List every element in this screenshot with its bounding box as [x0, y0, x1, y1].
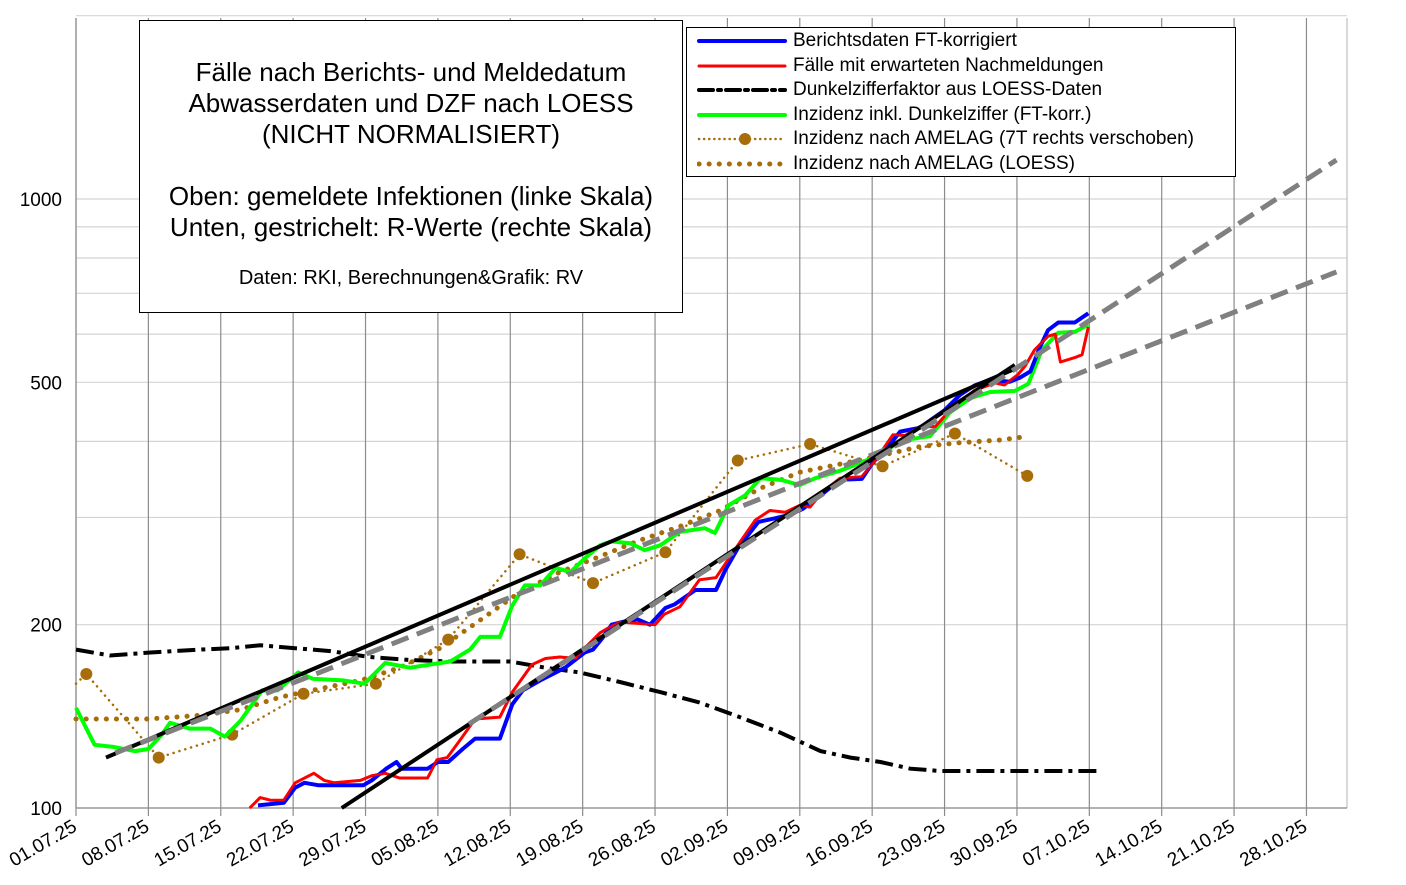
x-tick-label: 12.08.25 [440, 816, 515, 871]
subtitle-line-2: Unten, gestrichelt: R-Werte (rechte Skal… [169, 212, 653, 242]
x-tick-label: 16.09.25 [802, 816, 877, 871]
y-tick-label: 500 [30, 373, 62, 394]
amelag-7t-marker [731, 454, 744, 467]
legend-label: Fälle mit erwarteten Nachmeldungen [793, 54, 1104, 76]
amelag-7t-marker [80, 667, 93, 680]
amelag-7t-marker [804, 438, 817, 451]
x-tick-label: 19.08.25 [513, 816, 588, 871]
amelag-7t-marker [442, 633, 455, 646]
x-tick-label: 26.08.25 [585, 816, 660, 871]
source-note: Daten: RKI, Berechnungen&Grafik: RV [238, 267, 584, 289]
subtitle-line-1: Oben: gemeldete Infektionen (linke Skala… [168, 181, 654, 211]
legend-swatch-icon [697, 133, 787, 146]
trend-extension-1 [114, 269, 1338, 756]
amelag-7t-marker [948, 427, 961, 440]
x-tick-label: 21.10.25 [1164, 816, 1239, 871]
trend-line-1 [105, 366, 1018, 760]
y-tick-label: 200 [30, 616, 62, 637]
title-line-1: Fälle nach Berichts- und Meldedatum [195, 57, 627, 87]
amelag-7t-marker [1021, 469, 1034, 482]
chart-title-box: Fälle nach Berichts- und Meldedatum Abwa… [139, 20, 683, 313]
title-line-3: (NICHT NORMALISIERT) [261, 119, 561, 149]
y-tick-label: 1000 [20, 190, 62, 211]
title-line-2: Abwasserdaten und DZF nach LOESS [188, 88, 634, 118]
legend-label: Berichtsdaten FT-korrigiert [793, 30, 1017, 52]
trend-extension-2 [467, 157, 1338, 727]
x-tick-label: 08.07.25 [78, 816, 153, 871]
amelag-7t-marker [876, 460, 889, 473]
amelag-7t-marker [369, 677, 382, 690]
series-berichtsdaten [257, 311, 1090, 808]
legend-item: Inzidenz nach AMELAG (LOESS) [687, 152, 1235, 177]
series-layer [73, 157, 1338, 810]
legend-label: Dunkelzifferfaktor aus LOESS-Daten [793, 79, 1103, 101]
amelag-7t-marker [659, 546, 672, 559]
legend-swatch-icon [697, 64, 787, 68]
x-tick-label: 28.10.25 [1236, 816, 1311, 871]
y-tick-label: 100 [30, 799, 62, 820]
legend-item: Fälle mit erwarteten Nachmeldungen [687, 54, 1235, 79]
x-tick-label: 30.09.25 [947, 816, 1022, 871]
amelag-7t-marker [587, 577, 599, 590]
amelag-7t-marker [297, 687, 310, 700]
x-tick-label: 14.10.25 [1092, 816, 1167, 871]
x-tick-label: 22.07.25 [223, 816, 298, 871]
series-inzidenz-dunkelziffer [74, 322, 1090, 754]
x-tick-label: 05.08.25 [368, 816, 443, 871]
x-tick-label: 09.09.25 [730, 816, 805, 871]
amelag-7t-marker [513, 548, 526, 561]
amelag-7t-marker [152, 751, 165, 764]
series-dunkelzifferfaktor [75, 643, 1098, 773]
legend-item: Inzidenz nach AMELAG (7T rechts verschob… [687, 127, 1235, 152]
legend: Berichtsdaten FT-korrigiert Fälle mit erw… [686, 27, 1236, 177]
x-tick-label: 07.10.25 [1019, 816, 1094, 871]
legend-label: Inzidenz inkl. Dunkelziffer (FT-korr.) [793, 103, 1092, 125]
legend-item: Dunkelzifferfaktor aus LOESS-Daten [687, 78, 1235, 103]
legend-item: Berichtsdaten FT-korrigiert [687, 29, 1235, 54]
legend-swatch-icon [697, 161, 787, 167]
legend-swatch-icon [697, 112, 787, 117]
x-tick-label: 29.07.25 [295, 816, 370, 871]
x-tick-label: 23.09.25 [875, 816, 950, 871]
legend-label: Inzidenz nach AMELAG (7T rechts verschob… [793, 128, 1194, 150]
legend-label: Inzidenz nach AMELAG (LOESS) [793, 152, 1075, 174]
x-tick-label: 02.09.25 [657, 816, 732, 871]
legend-item: Inzidenz inkl. Dunkelziffer (FT-korr.) [687, 103, 1235, 128]
legend-swatch-icon [697, 88, 787, 93]
x-tick-label: 01.07.25 [6, 816, 81, 871]
legend-swatch-icon [697, 39, 787, 44]
x-tick-label: 15.07.25 [151, 816, 226, 871]
